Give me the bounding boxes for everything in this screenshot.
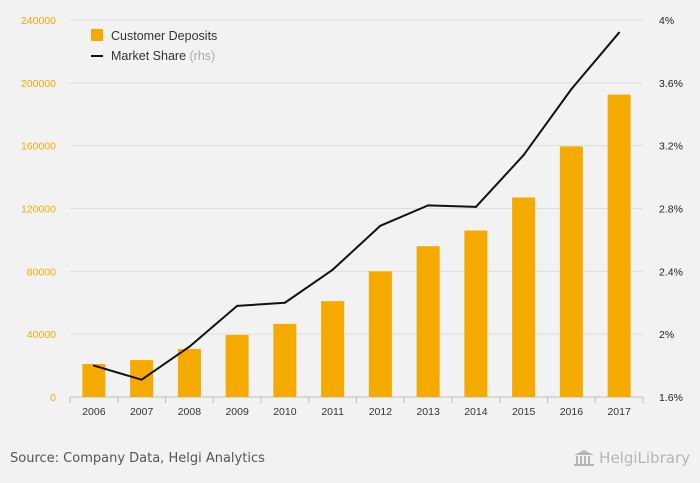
point-market-share [236, 304, 239, 307]
y-right-tick-label: 2.8% [659, 204, 683, 216]
bar-customer-deposits [177, 349, 201, 397]
point-market-share [379, 224, 382, 227]
y-right-tick-label: 2.4% [659, 266, 683, 278]
point-market-share [140, 378, 143, 381]
helgi-library-logo[interactable]: HelgiLibrary [573, 449, 690, 467]
source-note: Source: Company Data, Helgi Analytics [10, 451, 265, 466]
x-tick-label: 2011 [321, 406, 344, 418]
x-tick-label: 2007 [130, 406, 154, 418]
x-tick-label: 2015 [512, 406, 536, 418]
point-market-share [92, 364, 95, 367]
point-market-share [188, 345, 191, 348]
bar-customer-deposits [512, 197, 536, 397]
bar-customer-deposits [321, 301, 345, 397]
library-building-icon [573, 449, 595, 467]
y-left-tick-label: 240000 [21, 15, 56, 27]
bar-customer-deposits [225, 334, 249, 397]
y-right-tick-label: 2% [659, 329, 674, 341]
point-market-share [570, 88, 573, 91]
y-right-tick-label: 3.2% [659, 141, 683, 153]
y-left-tick-label: 0 [50, 392, 56, 404]
x-tick-label: 2012 [369, 406, 393, 418]
point-market-share [331, 268, 334, 271]
chart-svg: 0 1.6% 40000 2% 80000 2.4% 120000 2.8% 160000 3.2… [20, 15, 683, 418]
y-left-tick-label: 40000 [27, 329, 56, 341]
legend-swatch-deposits [91, 29, 103, 41]
chart-legend: Customer Deposits Market Share (rhs) [91, 29, 217, 63]
bar-customer-deposits [416, 246, 440, 397]
point-market-share [427, 204, 430, 207]
legend-rhs-suffix: (rhs) [190, 49, 216, 63]
y-right-tick-label: 4% [659, 15, 674, 27]
axes-layer: 0 1.6% 40000 2% 80000 2.4% 120000 2.8% 160000 3.2… [21, 15, 683, 418]
x-tick-label: 2013 [416, 406, 440, 418]
y-left-tick-label: 80000 [27, 266, 56, 278]
x-tick-label: 2014 [464, 406, 488, 418]
x-tick-label: 2010 [273, 406, 297, 418]
bar-customer-deposits [82, 364, 106, 397]
bar-customer-deposits [273, 323, 297, 397]
point-market-share [618, 31, 621, 34]
bar-customer-deposits [368, 271, 392, 397]
x-tick-label: 2017 [607, 406, 631, 418]
bar-customer-deposits [607, 94, 631, 397]
line-layer [92, 31, 621, 381]
legend-label-deposits: Customer Deposits [111, 29, 217, 43]
point-market-share [283, 301, 286, 304]
bar-customer-deposits [464, 230, 488, 397]
x-tick-label: 2008 [178, 406, 202, 418]
bar-customer-deposits [559, 146, 583, 397]
logo-text: HelgiLibrary [599, 449, 690, 467]
point-market-share [474, 205, 477, 208]
y-right-tick-label: 3.6% [659, 78, 683, 90]
bars-layer [82, 94, 631, 397]
x-tick-label: 2006 [82, 406, 106, 418]
line-market-share [93, 31, 620, 381]
x-tick-label: 2016 [560, 406, 584, 418]
y-left-tick-label: 200000 [21, 78, 56, 90]
legend-label-market-share: Market Share (rhs) [111, 49, 215, 63]
y-left-tick-label: 160000 [21, 141, 56, 153]
x-tick-label: 2009 [225, 406, 249, 418]
point-market-share [522, 154, 525, 157]
y-left-tick-label: 120000 [21, 204, 56, 216]
y-right-tick-label: 1.6% [659, 392, 683, 404]
